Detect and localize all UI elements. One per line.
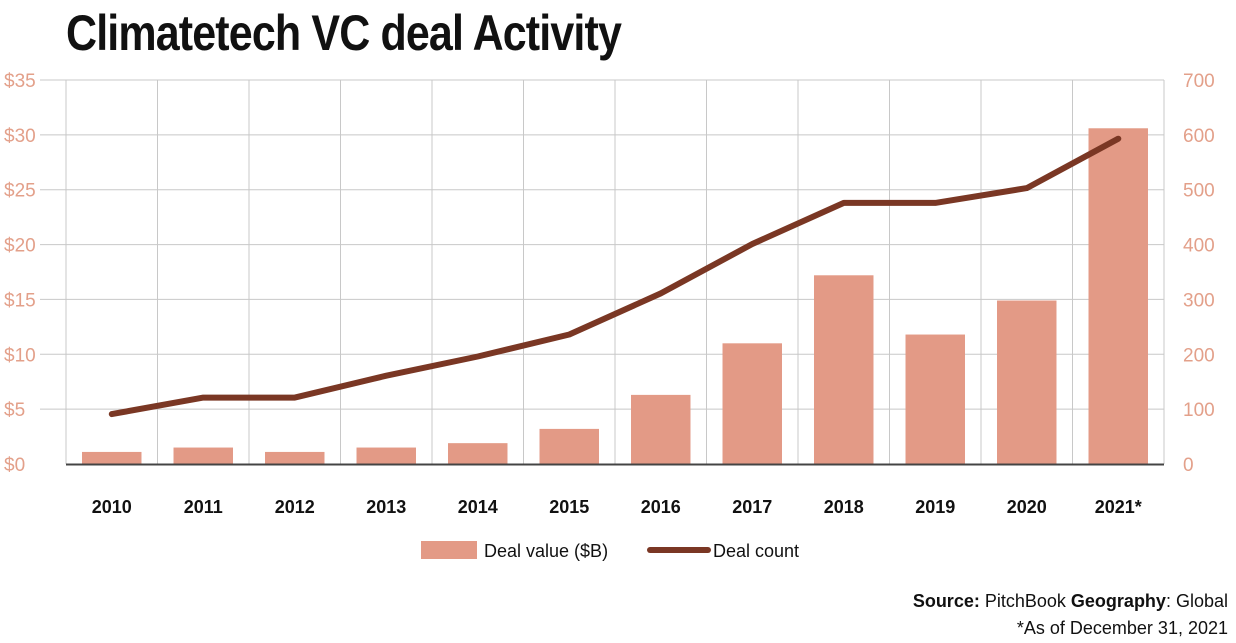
y-right-tick-label: 0 xyxy=(1183,455,1194,476)
legend: Deal value ($B) Deal count xyxy=(421,541,799,561)
bar-2018 xyxy=(814,275,874,464)
bar-2020 xyxy=(997,300,1057,464)
bar-2019 xyxy=(905,334,965,464)
x-tick-label: 2011 xyxy=(184,497,223,517)
y-left-tick-label: $30 xyxy=(4,126,36,147)
x-tick-label: 2016 xyxy=(641,497,681,517)
chart-title: Climatetech VC deal Activity xyxy=(66,5,622,61)
footnote: *As of December 31, 2021 xyxy=(1016,618,1228,638)
x-tick-label: 2017 xyxy=(732,497,772,517)
source-value: PitchBook xyxy=(984,591,1066,611)
bar-2021* xyxy=(1088,128,1148,464)
y-left-tick-label: $25 xyxy=(4,181,36,202)
y-left-tick-label: $35 xyxy=(4,71,36,92)
geography-label: Geography xyxy=(1070,591,1166,611)
y-left-tick-label: $5 xyxy=(4,400,25,421)
y-right-tick-label: 600 xyxy=(1183,126,1215,147)
y-right-tick-label: 100 xyxy=(1183,400,1215,421)
x-tick-label: 2019 xyxy=(915,497,955,517)
line-series xyxy=(108,135,1122,418)
y-right-tick-label: 700 xyxy=(1183,71,1215,92)
bar-2015 xyxy=(539,428,599,464)
bar-2016 xyxy=(631,394,691,464)
axes: $0 $5 $10 $15 $20 $25 $30 $35 0 100 200 300 400 500 60… xyxy=(4,71,1215,517)
source-line: Source: PitchBook Geography: Global xyxy=(912,591,1228,611)
bar-2012 xyxy=(265,451,325,464)
bar-2010 xyxy=(82,451,142,464)
bar-2011 xyxy=(173,447,233,464)
legend-label-line: Deal count xyxy=(713,541,799,561)
x-tick-label: 2020 xyxy=(1007,497,1047,517)
x-tick-label: 2021* xyxy=(1095,497,1142,517)
y-right-tick-label: 300 xyxy=(1183,290,1215,311)
bar-2017 xyxy=(722,343,782,464)
x-tick-label: 2012 xyxy=(275,497,315,517)
grid xyxy=(40,79,1165,464)
geography-value: Global xyxy=(1175,591,1228,611)
x-tick-label: 2010 xyxy=(92,497,132,517)
y-left-tick-label: $15 xyxy=(4,290,36,311)
deal-count-line xyxy=(108,135,1122,418)
y-right-tick-label: 400 xyxy=(1183,236,1215,257)
y-right-tick-label: 200 xyxy=(1183,345,1215,366)
legend-swatch-bar xyxy=(421,541,477,559)
legend-label-bar: Deal value ($B) xyxy=(484,541,608,561)
y-left-tick-label: $20 xyxy=(4,236,36,257)
y-left-tick-label: $0 xyxy=(4,455,25,476)
x-tick-label: 2018 xyxy=(824,497,864,517)
bar-2013 xyxy=(356,447,416,464)
y-left-tick-label: $10 xyxy=(4,345,36,366)
bar-2014 xyxy=(448,443,508,464)
x-tick-label: 2014 xyxy=(458,497,498,517)
x-tick-label: 2013 xyxy=(366,497,406,517)
bar-series xyxy=(82,128,1148,464)
source-label: Source xyxy=(912,591,974,611)
x-tick-label: 2015 xyxy=(549,497,589,517)
y-right-tick-label: 500 xyxy=(1183,181,1215,202)
